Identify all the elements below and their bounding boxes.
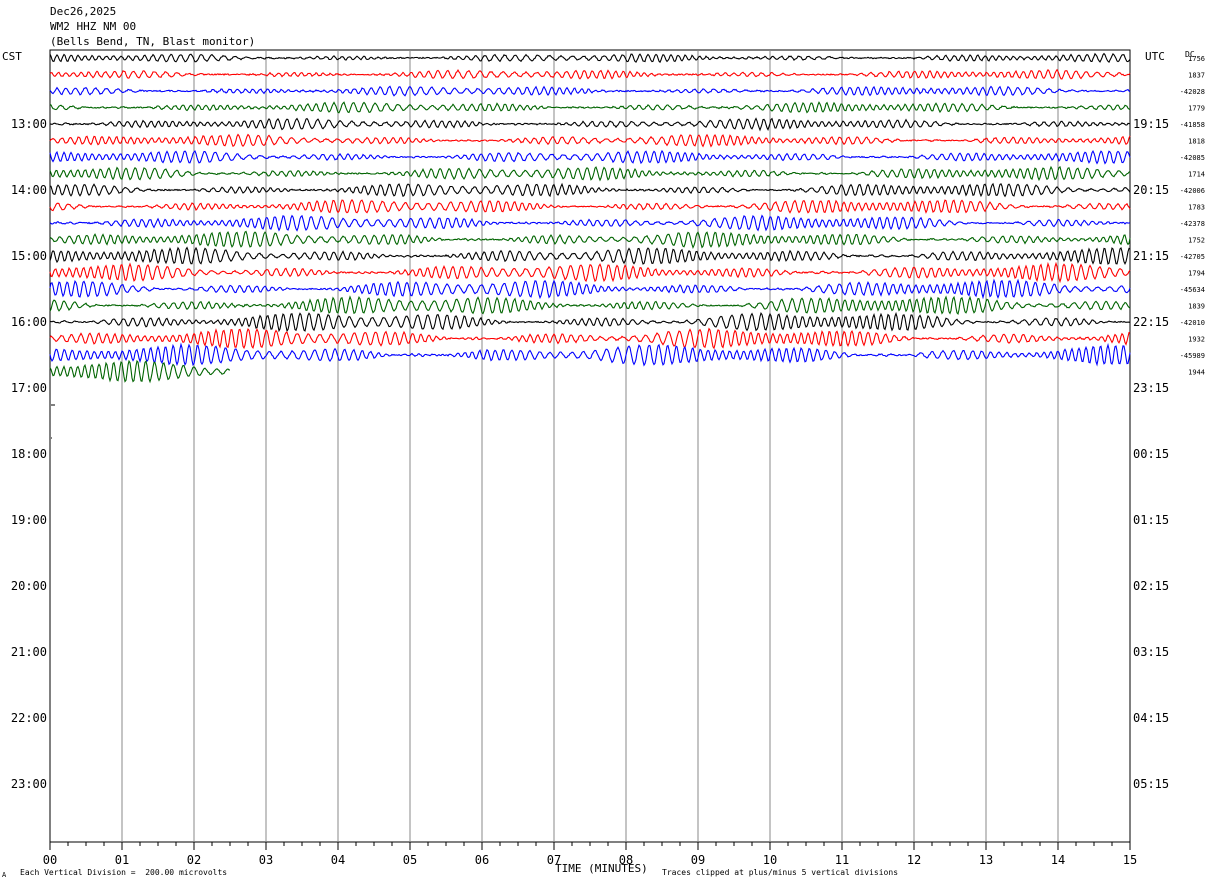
x-tick-label: 02 [187, 853, 201, 867]
utc-hour-label: 00:15 [1133, 447, 1169, 461]
dc-offset-label: 1756 [1188, 55, 1205, 63]
dc-offset-label: -42010 [1180, 319, 1205, 327]
trace-line [49, 359, 230, 384]
trace-line [49, 278, 1131, 300]
x-tick-label: 09 [691, 853, 705, 867]
x-tick-label: 08 [619, 853, 633, 867]
dc-offset-label: 1818 [1188, 138, 1205, 146]
dc-offset-label: -42378 [1180, 220, 1205, 228]
utc-hour-label: 22:15 [1133, 315, 1169, 329]
trace-line [49, 342, 1131, 367]
dc-offset-label: 1752 [1188, 237, 1205, 245]
plot-frame [49, 49, 1131, 843]
utc-hour-label: 03:15 [1133, 645, 1169, 659]
cst-hour-label: 19:00 [11, 513, 47, 527]
trace-line [49, 214, 1131, 232]
utc-hour-label: 02:15 [1133, 579, 1169, 593]
x-tick-label: 01 [115, 853, 129, 867]
minute-gridlines [49, 49, 1131, 843]
x-tick-label: 12 [907, 853, 921, 867]
x-tick-label: 10 [763, 853, 777, 867]
dc-offset-label: -42085 [1180, 154, 1205, 162]
cst-hour-label: 14:00 [11, 183, 47, 197]
cst-hour-label: 20:00 [11, 579, 47, 593]
x-axis-title: TIME (MINUTES) [555, 862, 648, 875]
trace-line [49, 198, 1131, 214]
left-timezone-label: CST [2, 50, 22, 63]
dc-offset-label: 1932 [1188, 336, 1205, 344]
x-tick-label: 05 [403, 853, 417, 867]
cst-hour-label: 18:00 [11, 447, 47, 461]
utc-hour-label: 21:15 [1133, 249, 1169, 263]
x-tick-label: 00 [43, 853, 57, 867]
trace-line [49, 52, 1131, 64]
cst-hour-label: 16:00 [11, 315, 47, 329]
dc-offset-label: -42006 [1180, 187, 1205, 195]
x-tick-label: 07 [547, 853, 561, 867]
dc-offset-label: 1714 [1188, 171, 1205, 179]
utc-hour-label: 01:15 [1133, 513, 1169, 527]
utc-hour-label: 19:15 [1133, 117, 1169, 131]
trace-line [49, 327, 1131, 350]
dc-offset-label: 1783 [1188, 204, 1205, 212]
cst-hour-label: 15:00 [11, 249, 47, 263]
date-label: Dec26,2025 [50, 5, 117, 18]
utc-hour-label: 23:15 [1133, 381, 1169, 395]
trace-line [49, 182, 1131, 198]
trace-line [49, 68, 1131, 80]
clip-note: Traces clipped at plus/minus 5 vertical … [662, 868, 899, 877]
dc-offset-label: 1794 [1188, 270, 1205, 278]
x-tick-label: 15 [1123, 853, 1137, 867]
trace-line [50, 117, 1131, 132]
x-tick-label: 11 [835, 853, 849, 867]
hour-labels: 13:00 14:00 15:00 16:00 17:00 18:00 19:00 20:00… [11, 117, 1169, 791]
trace-line [49, 261, 1131, 284]
location-label: (Bells Bend, TN, Blast monitor) [50, 35, 256, 48]
trace-line [49, 133, 1131, 148]
trace-line [49, 295, 1131, 315]
dc-offset-label: 1839 [1188, 303, 1205, 311]
cst-hour-label: 22:00 [11, 711, 47, 725]
trace-line [49, 230, 1131, 250]
trace-line [49, 149, 1131, 165]
dc-offset-label: 1944 [1188, 369, 1205, 377]
utc-hour-label: 20:15 [1133, 183, 1169, 197]
x-tick-label: 13 [979, 853, 993, 867]
cst-hour-label: 13:00 [11, 117, 47, 131]
station-label: WM2 HHZ NM 00 [50, 20, 137, 33]
x-tick-label: 03 [259, 853, 273, 867]
dc-column-label: DC [1185, 50, 1195, 59]
utc-hour-label: 04:15 [1133, 711, 1169, 725]
scale-note: Each Vertical Division = 200.00 microvol… [20, 868, 228, 877]
cst-hour-label: 21:00 [11, 645, 47, 659]
dc-offset-label: 1779 [1188, 105, 1205, 113]
trace-line [49, 246, 1131, 265]
trace-line [49, 165, 1131, 182]
dc-offset-label: -42705 [1180, 253, 1205, 261]
x-tick-label: 14 [1051, 853, 1065, 867]
dc-offset-label: -41858 [1180, 121, 1205, 129]
dc-offset-label: -45634 [1180, 286, 1205, 294]
trace-line [49, 311, 1131, 333]
trace-line [49, 85, 1131, 97]
x-tick-label: 04 [331, 853, 345, 867]
dc-offset-labels: 1756 1837 -42028 1779 -41858 1818 -42085 1714 -4… [1180, 55, 1205, 377]
corner-mark: A [2, 871, 7, 879]
dc-offset-label: -42028 [1180, 88, 1205, 96]
x-axis-ticks: 00 01 02 03 04 05 06 07 08 09 10 11 12 13 14 15 [43, 842, 1137, 867]
right-timezone-label: UTC [1145, 50, 1165, 63]
trace-line [49, 101, 1131, 114]
utc-hour-label: 05:15 [1133, 777, 1169, 791]
dc-offset-label: -45989 [1180, 352, 1205, 360]
seismic-traces [49, 52, 1131, 439]
cst-hour-label: 17:00 [11, 381, 47, 395]
cst-hour-label: 23:00 [11, 777, 47, 791]
dc-offset-label: 1837 [1188, 72, 1205, 80]
x-tick-label: 06 [475, 853, 489, 867]
